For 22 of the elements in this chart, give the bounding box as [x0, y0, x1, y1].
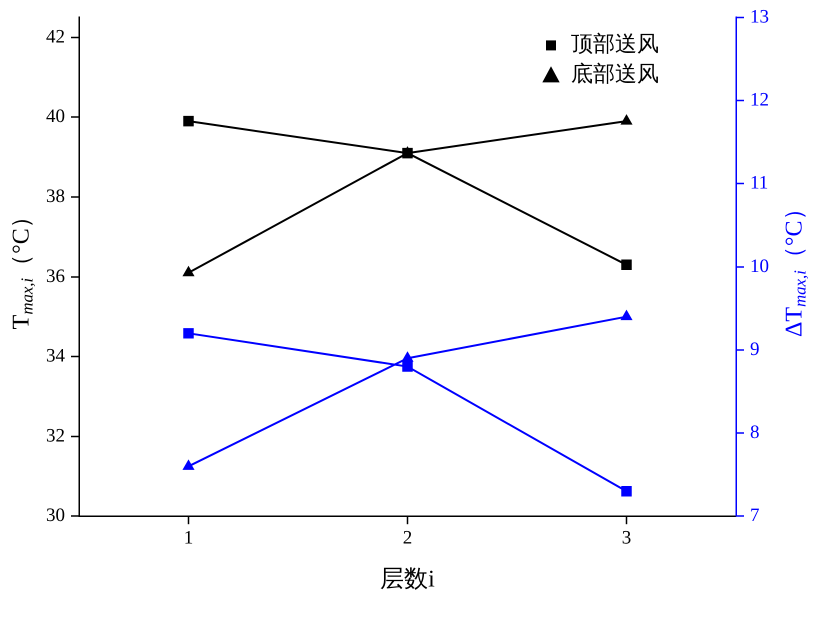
y2-tick-label: 9 [750, 338, 760, 360]
x-tick-label: 2 [402, 528, 412, 549]
y-tick-label: 42 [46, 26, 65, 48]
y2-axis-title: ΔTmax,i（°C） [781, 196, 810, 338]
y-axis-title: Tmax,i（°C） [8, 204, 36, 330]
y-tick-label: 34 [46, 346, 66, 367]
y2-tick-label: 10 [750, 256, 769, 277]
y-tick-label: 36 [46, 266, 65, 287]
y2-tick-label: 7 [750, 505, 760, 526]
x-tick-label: 1 [184, 528, 194, 549]
x-tick-label: 3 [622, 528, 632, 549]
legend-label: 顶部送风 [571, 31, 659, 56]
y2-tick-label: 12 [750, 90, 769, 111]
y2-tick-label: 8 [750, 422, 760, 444]
y2-tick-label: 13 [750, 6, 769, 28]
y2-tick-label: 11 [750, 172, 768, 194]
y-tick-label: 38 [46, 186, 65, 207]
legend-label: 底部送风 [571, 61, 659, 86]
y-tick-label: 40 [46, 106, 65, 128]
y-tick-label: 32 [46, 425, 65, 446]
y-tick-label: 30 [46, 505, 65, 526]
x-axis-title: 层数i [380, 566, 436, 592]
